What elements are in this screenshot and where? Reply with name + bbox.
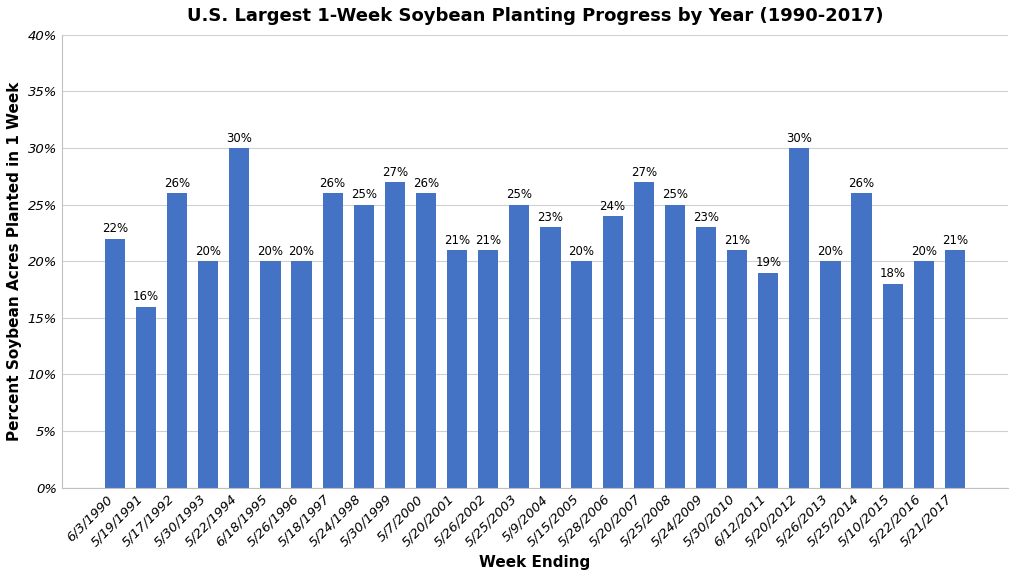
- Text: 21%: 21%: [444, 234, 470, 246]
- Text: 20%: 20%: [910, 245, 937, 258]
- Text: 16%: 16%: [133, 290, 159, 303]
- Bar: [198, 261, 218, 488]
- Bar: [665, 205, 685, 488]
- Bar: [633, 182, 654, 488]
- Text: 30%: 30%: [226, 132, 253, 145]
- Bar: [945, 250, 965, 488]
- Text: 21%: 21%: [942, 234, 968, 246]
- Text: 26%: 26%: [164, 177, 190, 190]
- Bar: [478, 250, 498, 488]
- Bar: [291, 261, 312, 488]
- Bar: [260, 261, 280, 488]
- Bar: [510, 205, 530, 488]
- Bar: [353, 205, 374, 488]
- Bar: [727, 250, 747, 488]
- Text: 30%: 30%: [787, 132, 812, 145]
- Bar: [696, 227, 717, 488]
- Bar: [167, 193, 187, 488]
- Bar: [540, 227, 560, 488]
- Text: 27%: 27%: [630, 166, 657, 179]
- Text: 20%: 20%: [288, 245, 315, 258]
- Text: 19%: 19%: [755, 256, 782, 269]
- Text: 26%: 26%: [849, 177, 875, 190]
- Bar: [447, 250, 467, 488]
- Bar: [229, 148, 250, 488]
- Text: 21%: 21%: [475, 234, 501, 246]
- Text: 23%: 23%: [538, 211, 563, 224]
- Bar: [571, 261, 592, 488]
- Bar: [758, 272, 779, 488]
- Bar: [385, 182, 405, 488]
- Text: 23%: 23%: [693, 211, 719, 224]
- Bar: [820, 261, 840, 488]
- Text: 21%: 21%: [724, 234, 750, 246]
- Bar: [105, 239, 125, 488]
- Bar: [323, 193, 343, 488]
- Text: 20%: 20%: [568, 245, 595, 258]
- Bar: [883, 284, 902, 488]
- Text: 26%: 26%: [320, 177, 346, 190]
- Bar: [852, 193, 872, 488]
- Text: 22%: 22%: [102, 222, 128, 235]
- Bar: [136, 306, 156, 488]
- Text: 25%: 25%: [662, 188, 688, 201]
- Text: 20%: 20%: [258, 245, 283, 258]
- Text: 20%: 20%: [817, 245, 843, 258]
- Title: U.S. Largest 1-Week Soybean Planting Progress by Year (1990-2017): U.S. Largest 1-Week Soybean Planting Pro…: [187, 7, 883, 25]
- Text: 26%: 26%: [413, 177, 439, 190]
- Text: 24%: 24%: [600, 200, 625, 212]
- Bar: [603, 216, 623, 488]
- Text: 18%: 18%: [880, 268, 905, 280]
- Text: 25%: 25%: [506, 188, 532, 201]
- Bar: [914, 261, 934, 488]
- Bar: [790, 148, 810, 488]
- X-axis label: Week Ending: Week Ending: [479, 555, 591, 570]
- Text: 25%: 25%: [351, 188, 377, 201]
- Y-axis label: Percent Soybean Acres Planted in 1 Week: Percent Soybean Acres Planted in 1 Week: [7, 81, 22, 441]
- Bar: [416, 193, 436, 488]
- Text: 27%: 27%: [382, 166, 408, 179]
- Text: 20%: 20%: [195, 245, 221, 258]
